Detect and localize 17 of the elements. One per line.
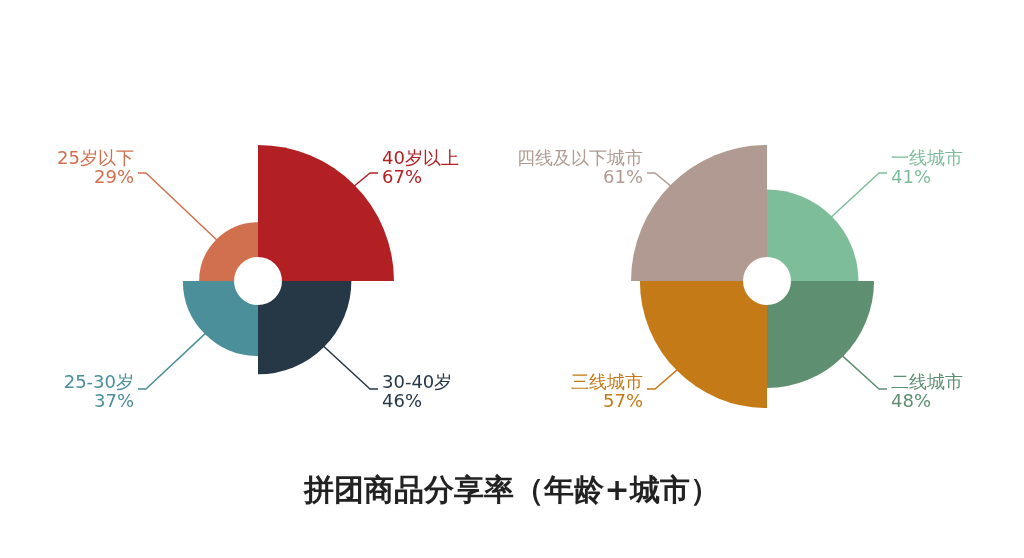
data-label: 41% <box>891 165 932 187</box>
data-label: 29% <box>93 165 134 187</box>
category-label: 30-40岁 <box>382 370 453 392</box>
category-label: 一线城市 <box>891 146 963 168</box>
data-label: 48% <box>891 389 932 411</box>
category-label: 四线及以下城市 <box>517 146 643 168</box>
data-label: 57% <box>602 389 643 411</box>
data-label: 61% <box>602 165 643 187</box>
data-label: 37% <box>93 389 134 411</box>
text: 拼团商品分享率（年龄+城市） <box>302 471 721 509</box>
category-label: 二线城市 <box>891 370 963 392</box>
category-label: 三线城市 <box>571 370 643 392</box>
category-label: 25岁以下 <box>57 146 134 168</box>
data-label: 46% <box>382 389 423 411</box>
category-label: 40岁以上 <box>382 146 459 168</box>
data-label: 67% <box>382 165 423 187</box>
category-label: 25-30岁 <box>63 370 134 392</box>
